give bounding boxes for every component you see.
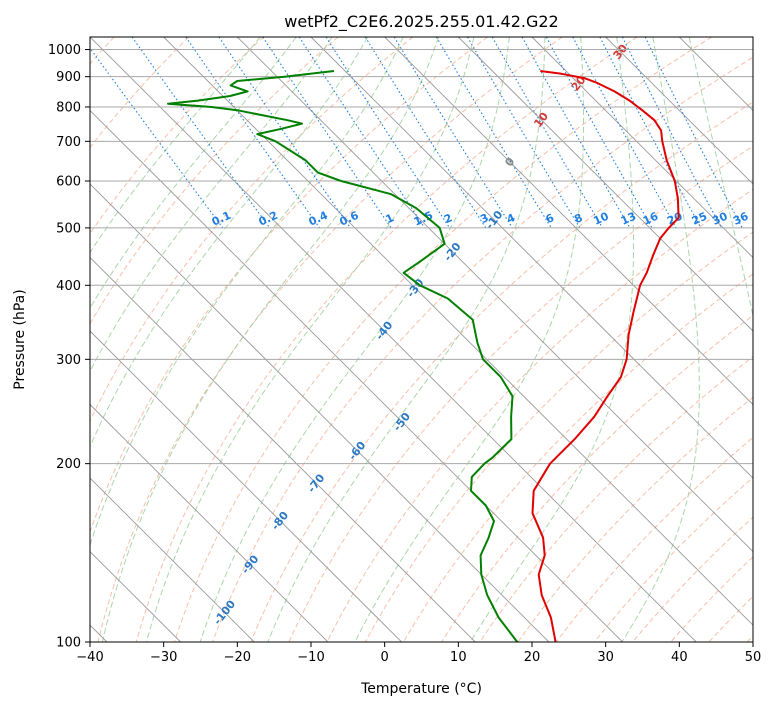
y-tick-label: 1000 [48,43,81,58]
mixing-ratio-line [185,37,321,229]
y-tick-label: 900 [56,70,81,85]
x-tick-label: 50 [745,650,762,665]
moist-adiabat [90,37,261,254]
isotherm-line [90,256,476,642]
dry-adiabat [517,396,753,642]
isotherm-line [384,37,753,406]
y-tick-label: 300 [56,353,81,368]
isotherm-line [90,403,329,642]
x-tick-label: 30 [597,650,614,665]
moist-adiabat [90,37,369,448]
dry-adiabat [250,101,753,642]
y-axis-label: Pressure (hPa) [12,289,28,389]
x-axis-label: Temperature (°C) [360,681,482,697]
mixing-ratio-line [364,37,487,229]
mixing-ratio-label: 10 [591,209,611,227]
dry-adiabat [173,37,712,642]
mixing-ratio-line [521,37,631,229]
mixing-ratio-label: 20 [665,209,685,227]
x-tick-label: −40 [76,650,103,665]
moist-adiabat [90,37,404,547]
dry-adiabat [90,37,190,149]
dry-adiabat [403,273,753,642]
isotherm-line [90,37,697,642]
y-tick-label: 400 [56,279,81,294]
mixing-ratio-label: 36 [731,210,751,228]
dry-adiabat [90,37,339,325]
mixing-ratio-line [131,37,271,229]
mixing-ratio-label: 13 [619,210,638,228]
moist-adiabat [90,37,297,310]
isotherm-line [458,37,753,332]
y-tick-label: 500 [56,221,81,236]
dewpoint-profile [167,70,519,642]
moist-adiabat [199,37,510,642]
mixing-ratio-line [90,47,224,229]
mixing-ratio-line [218,37,351,229]
isotherm-line [531,37,753,259]
temperature-profile [531,70,680,642]
mixing-ratio-line [298,37,426,229]
dry-adiabat [90,37,414,423]
x-tick-label: −10 [297,650,324,665]
y-tick-label: 600 [56,174,81,189]
mixing-ratio-label: 30 [710,209,730,227]
isotherm-line [90,183,550,642]
dry-adiabat [97,37,563,642]
x-tick-label: 0 [381,650,389,665]
moist-adiabat [267,37,546,642]
mixing-ratio-line [262,37,392,229]
plot-frame [89,36,754,643]
x-tick-label: 10 [450,650,467,665]
dry-adiabat [326,188,753,642]
y-tick-label: 100 [56,636,81,651]
chart-title: wetPf2_C2E6.2025.255.01.42.G22 [284,12,558,32]
moist-adiabat [621,37,700,642]
mixing-ratio-line [644,37,743,229]
mixing-ratio-line [545,37,653,229]
x-tick-label: 40 [671,650,688,665]
isotherm-line [90,109,623,642]
dry-adiabat [135,37,638,642]
isotherm-line [310,37,753,479]
x-tick-label: 20 [524,650,541,665]
y-tick-label: 800 [56,100,81,115]
isotherm-line [90,330,402,642]
x-tick-label: −30 [150,650,177,665]
mixing-ratio-line [393,37,513,229]
mixing-ratio-label: 16 [641,210,661,228]
dry-adiabat [90,37,488,534]
y-tick-label: 200 [56,457,81,472]
y-tick-label: 700 [56,135,81,150]
x-tick-label: −20 [224,650,251,665]
dry-adiabat [212,56,753,642]
dry-adiabat [90,37,264,235]
moist-adiabat [145,37,475,642]
axes: −40 −30 −20 −10 0 10 20 30 40 50 100 200 300 400 500 60… [48,43,761,665]
mixing-ratio-label: 25 [690,210,709,228]
plot-area: 0.1 0.2 0.4 0.6 1 1.5 2 3 4 6 8 10 13 16 20 25 30 36-100-… [90,37,753,642]
mixing-ratio-line [572,37,677,229]
isotherm-line [90,477,255,642]
mixing-ratio-line [325,37,451,229]
isotherm-line [237,37,753,553]
dry-adiabat [479,355,753,642]
isotherm-line [605,37,753,185]
moist-adiabat [101,37,439,642]
